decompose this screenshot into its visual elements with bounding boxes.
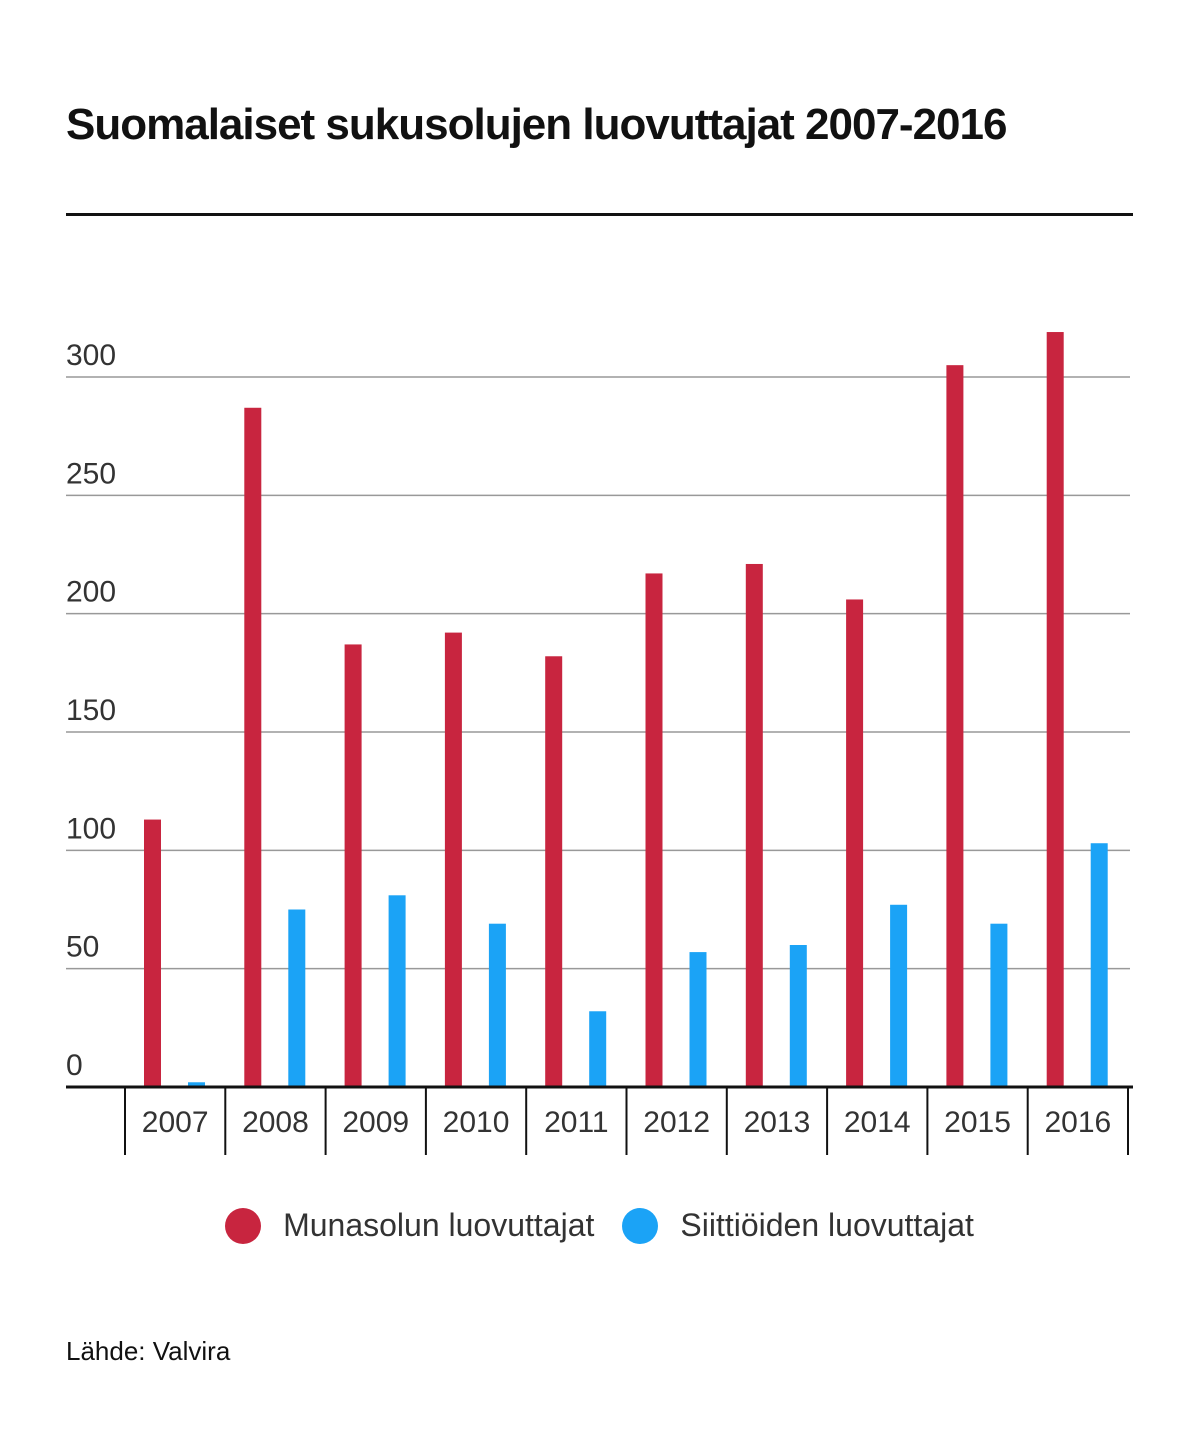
chart-title: Suomalaiset sukusolujen luovuttajat 2007… [66, 100, 1007, 149]
x-tick-label: 2011 [544, 1106, 609, 1139]
bar-munasolu [344, 644, 362, 1087]
bar-munasolu [244, 407, 262, 1087]
source-note: Lähde: Valvira [66, 1336, 231, 1366]
legend-label-munasolu: Munasolun luovuttajat [283, 1207, 595, 1243]
y-tick-label: 100 [66, 812, 116, 845]
legend-item-siittio: Siittiöiden luovuttajat [622, 1207, 974, 1244]
bar-siittio [689, 952, 707, 1087]
bar-munasolu [1046, 332, 1064, 1087]
x-tick-label: 2010 [443, 1106, 510, 1139]
x-tick-label: 2015 [944, 1106, 1011, 1139]
x-tick-label: 2013 [744, 1106, 811, 1139]
legend-item-munasolu: Munasolun luovuttajat [225, 1207, 594, 1244]
bar-munasolu [545, 656, 563, 1087]
y-tick-label: 300 [66, 339, 116, 372]
x-tick-label: 2012 [643, 1106, 710, 1139]
bar-siittio [990, 923, 1008, 1087]
y-tick-label: 250 [66, 457, 116, 490]
bar-munasolu [645, 573, 663, 1087]
bar-siittio [589, 1011, 607, 1087]
legend-label-siittio: Siittiöiden luovuttajat [680, 1207, 974, 1243]
bar-siittio [388, 895, 406, 1087]
bar-siittio [890, 904, 908, 1087]
chart-legend: Munasolun luovuttajat Siittiöiden luovut… [0, 1207, 1199, 1244]
y-tick-label: 0 [66, 1049, 83, 1082]
bar-siittio [288, 909, 306, 1087]
legend-marker-siittio [622, 1207, 659, 1244]
bar-siittio [789, 945, 807, 1087]
bar-munasolu [144, 819, 161, 1087]
bar-munasolu [946, 365, 964, 1088]
y-tick-label: 50 [66, 931, 99, 964]
x-tick-label: 2009 [342, 1106, 409, 1139]
y-tick-label: 150 [66, 694, 116, 727]
x-tick-label: 2014 [844, 1106, 911, 1139]
x-tick-label: 2016 [1044, 1106, 1111, 1139]
bar-munasolu [444, 632, 462, 1087]
bar-siittio [188, 1082, 205, 1087]
bar-siittio [488, 923, 506, 1087]
bar-siittio [1090, 843, 1108, 1087]
bar-munasolu [745, 563, 763, 1087]
bar-munasolu [846, 599, 864, 1087]
title-divider [66, 213, 1133, 216]
x-tick-label: 2008 [242, 1106, 309, 1139]
legend-marker-munasolu [225, 1207, 262, 1244]
y-tick-label: 200 [66, 576, 116, 609]
x-tick-label: 2007 [142, 1106, 209, 1139]
